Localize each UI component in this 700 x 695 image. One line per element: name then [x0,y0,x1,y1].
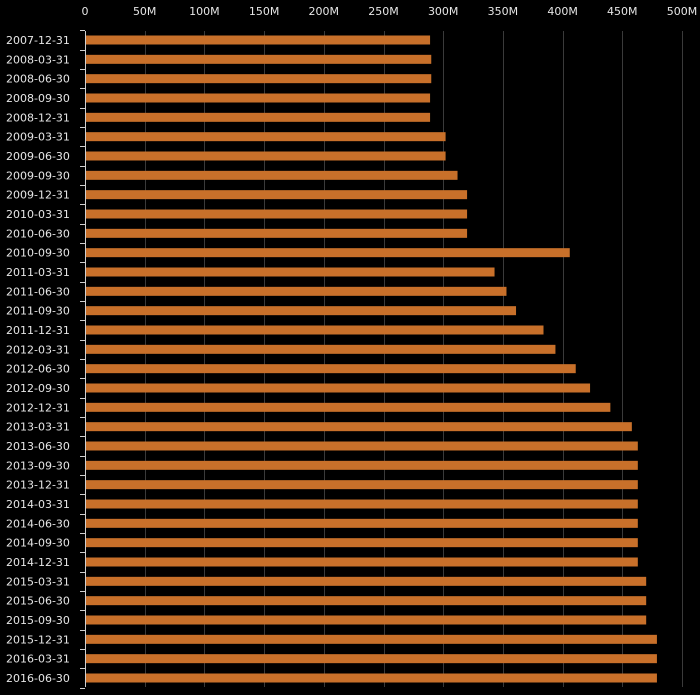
y-tick-label-2016-06-30: 2016-06-30 [6,672,70,685]
y-tick-label-2010-09-30: 2010-09-30 [6,247,70,260]
bar-2009-03-31 [85,132,446,142]
y-tick-label-2007-12-31: 2007-12-31 [6,34,70,47]
bar-2010-09-30 [85,248,570,258]
y-tick-label-2009-03-31: 2009-03-31 [6,131,70,144]
bar-2012-06-30 [85,364,576,374]
x-tick-label-6: 300M [428,5,459,18]
bar-2016-03-31 [85,654,657,664]
x-tick-label-0: 0 [82,5,89,18]
bar-2015-12-31 [85,634,657,644]
bar-2014-12-31 [85,557,638,567]
y-tick-label-2014-12-31: 2014-12-31 [6,556,70,569]
y-tick-label-2013-03-31: 2013-03-31 [6,421,70,434]
x-tick-label-10: 500M [667,5,698,18]
x-tick-label-8: 400M [547,5,578,18]
y-tick-label-2010-06-30: 2010-06-30 [6,227,70,240]
y-tick-label-2008-06-30: 2008-06-30 [6,73,70,86]
x-tick-label-3: 150M [249,5,280,18]
bars [85,35,657,683]
y-tick-label-2009-12-31: 2009-12-31 [6,189,70,202]
bar-2012-09-30 [85,383,591,393]
y-tick-label-2009-09-30: 2009-09-30 [6,169,70,182]
bar-2008-03-31 [85,54,432,64]
y-tick-label-2009-06-30: 2009-06-30 [6,150,70,163]
x-axis-ticks: 0 50M 100M 150M 200M 250M 300M 350M 400M 450M 500M [82,5,698,18]
bar-2014-06-30 [85,518,638,528]
bar-2014-09-30 [85,538,638,548]
y-tick-label-2012-06-30: 2012-06-30 [6,363,70,376]
y-tick-label-2008-03-31: 2008-03-31 [6,53,70,66]
y-tick-label-2015-09-30: 2015-09-30 [6,614,70,627]
y-tick-label-2015-06-30: 2015-06-30 [6,595,70,608]
x-tick-label-5: 250M [368,5,399,18]
y-tick-label-2011-12-31: 2011-12-31 [6,324,70,337]
bar-2011-09-30 [85,306,517,316]
bar-2013-12-31 [85,480,638,490]
y-tick-label-2013-12-31: 2013-12-31 [6,479,70,492]
bar-2016-06-30 [85,673,657,683]
y-tick-label-2011-09-30: 2011-09-30 [6,305,70,318]
y-tick-label-2014-06-30: 2014-06-30 [6,517,70,530]
x-tick-label-9: 450M [607,5,638,18]
bar-2008-06-30 [85,74,432,84]
y-tick-label-2015-03-31: 2015-03-31 [6,575,70,588]
y-tick-label-2013-09-30: 2013-09-30 [6,459,70,472]
bar-2013-03-31 [85,422,632,432]
bar-2008-12-31 [85,112,431,122]
y-axis [80,30,86,689]
y-tick-label-2008-09-30: 2008-09-30 [6,92,70,105]
bar-2012-03-31 [85,344,556,354]
y-tick-label-2010-03-31: 2010-03-31 [6,208,70,221]
x-tick-label-4: 200M [309,5,340,18]
y-tick-label-2014-09-30: 2014-09-30 [6,537,70,550]
bar-2013-09-30 [85,460,638,470]
bar-2013-06-30 [85,441,638,451]
y-tick-label-2008-12-31: 2008-12-31 [6,111,70,124]
y-tick-label-2016-03-31: 2016-03-31 [6,653,70,666]
bar-2015-03-31 [85,576,647,586]
bar-2015-06-30 [85,596,647,606]
x-tick-label-1: 50M [133,5,157,18]
bar-2011-06-30 [85,286,507,296]
y-tick-label-2015-12-31: 2015-12-31 [6,633,70,646]
grid-layer [85,31,683,687]
bar-2007-12-31 [85,35,431,45]
x-tick-label-7: 350M [488,5,519,18]
bar-2008-09-30 [85,93,431,103]
y-tick-label-2012-12-31: 2012-12-31 [6,401,70,414]
y-tick-label-2013-06-30: 2013-06-30 [6,440,70,453]
y-tick-label-2011-03-31: 2011-03-31 [6,266,70,279]
y-tick-label-2011-06-30: 2011-06-30 [6,285,70,298]
x-tick-label-2: 100M [189,5,220,18]
bar-2010-06-30 [85,228,468,238]
bar-2009-09-30 [85,170,458,180]
bar-2009-06-30 [85,151,446,161]
bar-2011-12-31 [85,325,544,335]
y-tick-label-2014-03-31: 2014-03-31 [6,498,70,511]
bar-2009-12-31 [85,190,468,200]
bar-2011-03-31 [85,267,495,277]
y-tick-label-2012-03-31: 2012-03-31 [6,343,70,356]
bar-2014-03-31 [85,499,638,509]
y-tick-label-2012-09-30: 2012-09-30 [6,382,70,395]
y-axis-labels: 2007-12-31 2008-03-31 2008-06-30 2008-09-30… [6,34,70,685]
bar-2012-12-31 [85,402,611,412]
bar-2015-09-30 [85,615,647,625]
bar-2010-03-31 [85,209,468,219]
